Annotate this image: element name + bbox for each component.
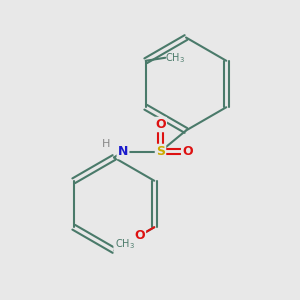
Text: O: O <box>155 118 166 131</box>
Text: O: O <box>182 145 193 158</box>
Text: CH$_3$: CH$_3$ <box>165 51 185 64</box>
Text: O: O <box>134 229 145 242</box>
Text: H: H <box>102 139 111 149</box>
Text: CH$_3$: CH$_3$ <box>115 237 135 251</box>
Text: N: N <box>118 145 128 158</box>
Text: S: S <box>156 145 165 158</box>
